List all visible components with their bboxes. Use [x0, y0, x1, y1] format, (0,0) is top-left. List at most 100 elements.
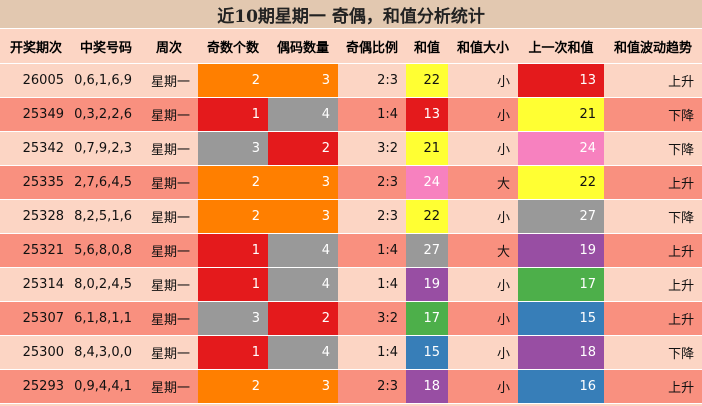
- table-cell: 8,2,5,1,6: [72, 199, 140, 234]
- table-cell: 上升: [604, 63, 702, 98]
- table-cell: 25293: [0, 369, 72, 404]
- table-cell: 3: [268, 369, 338, 404]
- table-cell: 小: [448, 301, 518, 336]
- table-cell: 0,7,9,2,3: [72, 131, 140, 166]
- table-cell: 25307: [0, 301, 72, 336]
- table-cell: 26005: [0, 63, 72, 98]
- table-cell: 星期一: [140, 165, 198, 200]
- table-cell: 星期一: [140, 131, 198, 166]
- table-row: 25335 2,7,6,4,5 星期一 2 3 2:3 24 大 22 上升: [0, 165, 702, 200]
- table-cell: 3:2: [338, 131, 406, 166]
- table-row: 25300 8,4,3,0,0 星期一 1 4 1:4 15 小 18 下降: [0, 335, 702, 370]
- table-cell: 27: [518, 199, 604, 234]
- table-cell: 小: [448, 335, 518, 370]
- table-row: 25342 0,7,9,2,3 星期一 3 2 3:2 21 小 24 下降: [0, 131, 702, 166]
- table-cell: 1: [198, 335, 268, 370]
- table-cell: 上升: [604, 233, 702, 268]
- table-cell: 2: [198, 63, 268, 98]
- table-cell: 4: [268, 267, 338, 302]
- column-header: 开奖期次: [0, 28, 72, 64]
- table-cell: 25328: [0, 199, 72, 234]
- table-cell: 1: [198, 233, 268, 268]
- header-row: 开奖期次 中奖号码 周次 奇数个数 偶码数量 奇偶比例 和值 和值大小 上一次和值 和值波动趋势: [0, 28, 702, 64]
- table-cell: 星期一: [140, 301, 198, 336]
- table-cell: 5,6,8,0,8: [72, 233, 140, 268]
- table-cell: 小: [448, 199, 518, 234]
- table-cell: 4: [268, 335, 338, 370]
- table-cell: 13: [406, 97, 448, 132]
- table-cell: 星期一: [140, 267, 198, 302]
- table-cell: 2: [198, 165, 268, 200]
- table-cell: 上升: [604, 369, 702, 404]
- table-cell: 18: [518, 335, 604, 370]
- table-cell: 小: [448, 267, 518, 302]
- table-cell: 25314: [0, 267, 72, 302]
- table-cell: 22: [406, 63, 448, 98]
- table-cell: 小: [448, 63, 518, 98]
- table-cell: 2:3: [338, 63, 406, 98]
- table-row: 26005 0,6,1,6,9 星期一 2 3 2:3 22 小 13 上升: [0, 63, 702, 98]
- table-cell: 25321: [0, 233, 72, 268]
- table-cell: 2: [268, 301, 338, 336]
- table-cell: 27: [406, 233, 448, 268]
- table-cell: 22: [406, 199, 448, 234]
- column-header: 中奖号码: [72, 28, 140, 64]
- table-cell: 3: [198, 131, 268, 166]
- table-cell: 16: [518, 369, 604, 404]
- table-cell: 22: [518, 165, 604, 200]
- table-cell: 15: [518, 301, 604, 336]
- table-cell: 13: [518, 63, 604, 98]
- table-cell: 2: [198, 369, 268, 404]
- table-cell: 上升: [604, 165, 702, 200]
- table-cell: 0,3,2,2,6: [72, 97, 140, 132]
- table-cell: 下降: [604, 97, 702, 132]
- table-cell: 25300: [0, 335, 72, 370]
- table-cell: 24: [518, 131, 604, 166]
- table-cell: 0,6,1,6,9: [72, 63, 140, 98]
- table-cell: 25335: [0, 165, 72, 200]
- column-header: 和值: [406, 28, 448, 64]
- table-cell: 8,4,3,0,0: [72, 335, 140, 370]
- table-cell: 下降: [604, 199, 702, 234]
- table-cell: 星期一: [140, 199, 198, 234]
- table-cell: 4: [268, 233, 338, 268]
- table-cell: 0,9,4,4,1: [72, 369, 140, 404]
- title: 近10期星期一 奇偶，和值分析统计: [0, 0, 702, 29]
- table-cell: 下降: [604, 335, 702, 370]
- table-cell: 上升: [604, 301, 702, 336]
- table-row: 25307 6,1,8,1,1 星期一 3 2 3:2 17 小 15 上升: [0, 301, 702, 336]
- table-row: 25328 8,2,5,1,6 星期一 2 3 2:3 22 小 27 下降: [0, 199, 702, 234]
- table-cell: 18: [406, 369, 448, 404]
- table-cell: 大: [448, 233, 518, 268]
- table-cell: 3: [268, 63, 338, 98]
- table-cell: 1:4: [338, 335, 406, 370]
- table-cell: 2:3: [338, 199, 406, 234]
- table-row: 25314 8,0,2,4,5 星期一 1 4 1:4 19 小 17 上升: [0, 267, 702, 302]
- table-cell: 2: [268, 131, 338, 166]
- table-cell: 21: [406, 131, 448, 166]
- table-cell: 25349: [0, 97, 72, 132]
- column-header: 奇偶比例: [338, 28, 406, 64]
- table-cell: 2: [198, 199, 268, 234]
- table-cell: 2:3: [338, 369, 406, 404]
- table-cell: 25342: [0, 131, 72, 166]
- table-cell: 3: [198, 301, 268, 336]
- table-cell: 1: [198, 97, 268, 132]
- column-header: 周次: [140, 28, 198, 64]
- table-cell: 1:4: [338, 97, 406, 132]
- table-cell: 8,0,2,4,5: [72, 267, 140, 302]
- table-row: 25293 0,9,4,4,1 星期一 2 3 2:3 18 小 16 上升: [0, 369, 702, 404]
- column-header: 偶码数量: [268, 28, 338, 64]
- column-header: 和值大小: [448, 28, 518, 64]
- table-cell: 19: [518, 233, 604, 268]
- table-cell: 6,1,8,1,1: [72, 301, 140, 336]
- table-cell: 星期一: [140, 63, 198, 98]
- table-row: 25321 5,6,8,0,8 星期一 1 4 1:4 27 大 19 上升: [0, 233, 702, 268]
- table-body: 26005 0,6,1,6,9 星期一 2 3 2:3 22 小 13 上升 25349 0,3,2,…: [0, 63, 702, 404]
- column-header: 奇数个数: [198, 28, 268, 64]
- table-cell: 15: [406, 335, 448, 370]
- table-cell: 1: [198, 267, 268, 302]
- column-header: 和值波动趋势: [604, 28, 702, 64]
- table-cell: 17: [518, 267, 604, 302]
